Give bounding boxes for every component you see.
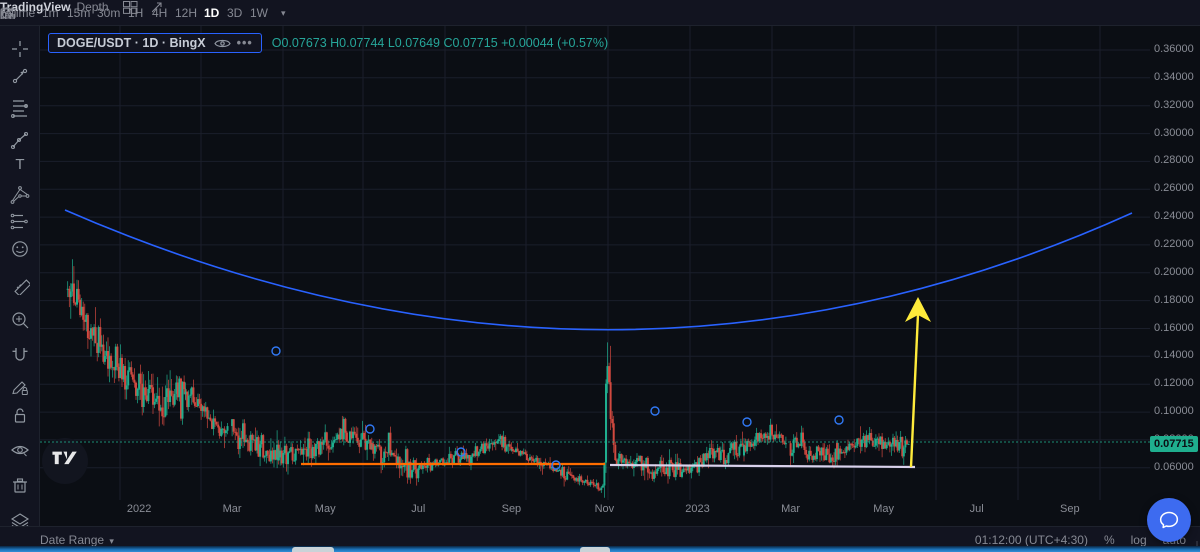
- svg-text:T: T: [15, 156, 24, 173]
